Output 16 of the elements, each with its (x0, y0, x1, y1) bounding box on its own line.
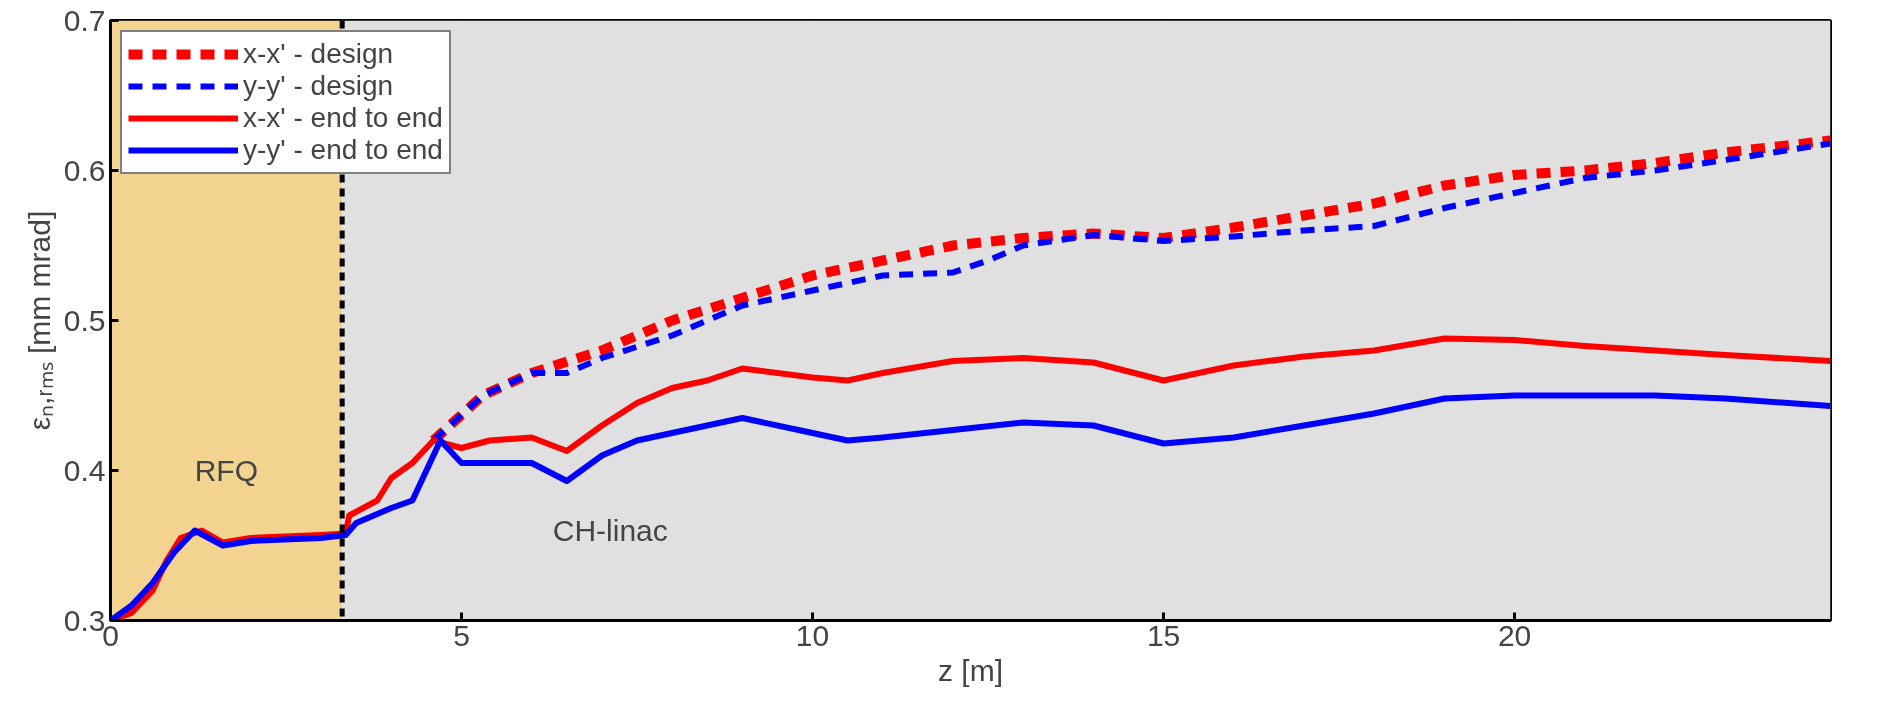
legend-label: x-x' - design (243, 38, 394, 70)
band-label: RFQ (194, 454, 258, 487)
legend-label: x-x' - end to end (243, 102, 443, 134)
x-tick-label: 5 (453, 618, 470, 652)
legend-label: y-y' - design (243, 70, 394, 102)
x-tick-label: 10 (795, 618, 830, 652)
x-tick-label: 20 (1497, 618, 1532, 652)
band-label: CH-linac (552, 514, 668, 547)
legend-label: y-y' - end to end (243, 134, 443, 166)
y-tick-label: 0.7 (63, 3, 106, 37)
y-tick-label: 0.4 (63, 453, 106, 487)
y-tick-label: 0.5 (63, 303, 106, 337)
x-axis-title: z [m] (938, 653, 1003, 687)
x-tick-label: 15 (1146, 618, 1181, 652)
y-axis-title: εₙ,ᵣₘₛ [mm mrad] (22, 210, 56, 431)
y-tick-label: 0.6 (63, 153, 106, 187)
